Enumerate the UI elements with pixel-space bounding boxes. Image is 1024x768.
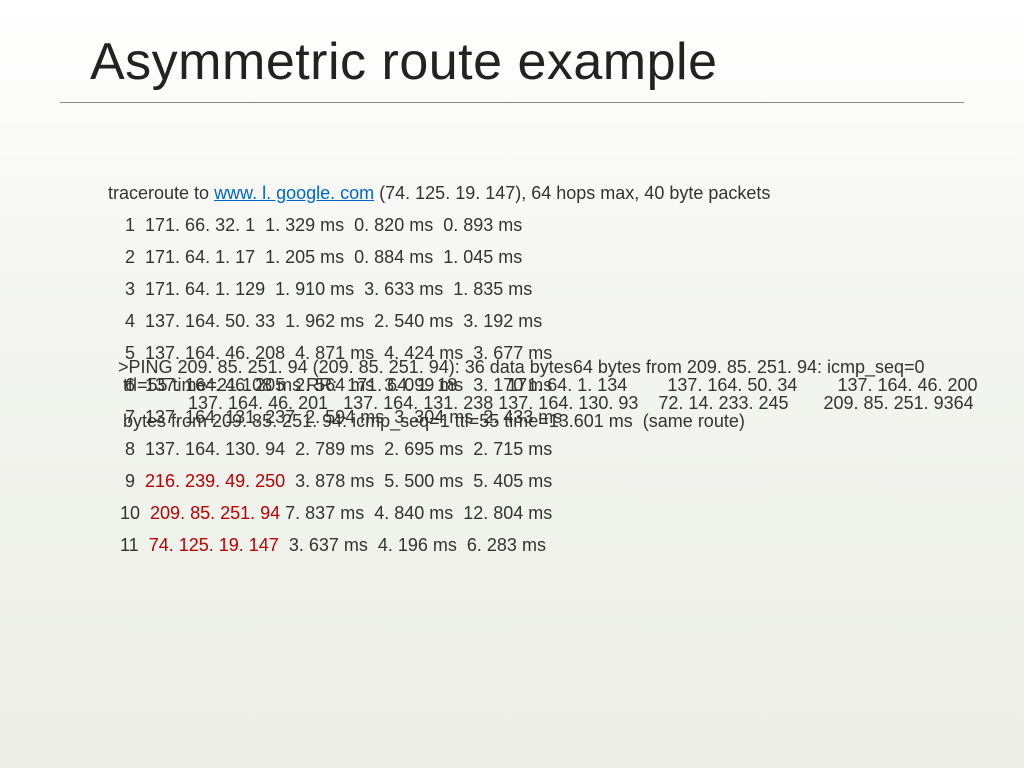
hop-index: 3 bbox=[120, 279, 135, 299]
hop-index: 4 bbox=[120, 311, 135, 331]
hop-ip-red: 74. 125. 19. 147 bbox=[139, 535, 279, 555]
hop-row: 4 137. 164. 50. 33 1. 962 ms 2. 540 ms 3… bbox=[120, 312, 964, 330]
intro-suffix: (74. 125. 19. 147), 64 hops max, 40 byte… bbox=[374, 183, 770, 203]
slide: Asymmetric route example traceroute to w… bbox=[0, 0, 1024, 768]
intro-link[interactable]: www. l. google. com bbox=[214, 183, 374, 203]
ping-overlay: >PING 209. 85. 251. 94 (209. 85. 251. 94… bbox=[118, 358, 944, 430]
hop-index: 2 bbox=[120, 247, 135, 267]
hop-rest: 3. 637 ms 4. 196 ms 6. 283 ms bbox=[279, 535, 546, 555]
hop-rest: 3. 878 ms 5. 500 ms 5. 405 ms bbox=[285, 471, 552, 491]
overlay-line: >PING 209. 85. 251. 94 (209. 85. 251. 94… bbox=[118, 358, 944, 376]
hop-index: 11 bbox=[120, 535, 139, 555]
hop-index: 10 bbox=[120, 503, 140, 523]
hop-text: 137. 164. 50. 33 1. 962 ms 2. 540 ms 3. … bbox=[135, 311, 542, 331]
slide-title: Asymmetric route example bbox=[0, 0, 1024, 98]
overlay-line: ttl=55 time=21.108 ms RR: 171. 64. 1. 18… bbox=[118, 376, 944, 394]
overlay-line: bytes from 209. 85. 251. 94: icmp_seq=1 … bbox=[118, 412, 944, 430]
hop-row: 9 216. 239. 49. 250 3. 878 ms 5. 500 ms … bbox=[120, 472, 964, 490]
hop-row: 10 209. 85. 251. 94 7. 837 ms 4. 840 ms … bbox=[120, 504, 964, 522]
hop-index: 9 bbox=[120, 471, 135, 491]
title-divider bbox=[60, 102, 964, 103]
hop-text: 137. 164. 130. 94 2. 789 ms 2. 695 ms 2.… bbox=[135, 439, 552, 459]
hop-row: 11 74. 125. 19. 147 3. 637 ms 4. 196 ms … bbox=[120, 536, 964, 554]
overlay-line: 137. 164. 46. 201 137. 164. 131. 238 137… bbox=[118, 394, 944, 412]
hop-text: 171. 66. 32. 1 1. 329 ms 0. 820 ms 0. 89… bbox=[135, 215, 522, 235]
hop-index: 8 bbox=[120, 439, 135, 459]
intro-prefix: traceroute to bbox=[108, 183, 214, 203]
hop-row: 8 137. 164. 130. 94 2. 789 ms 2. 695 ms … bbox=[120, 440, 964, 458]
hop-ip-red: 216. 239. 49. 250 bbox=[135, 471, 285, 491]
hop-text: 171. 64. 1. 17 1. 205 ms 0. 884 ms 1. 04… bbox=[135, 247, 522, 267]
hop-rest: 7. 837 ms 4. 840 ms 12. 804 ms bbox=[280, 503, 552, 523]
hop-text: 171. 64. 1. 129 1. 910 ms 3. 633 ms 1. 8… bbox=[135, 279, 532, 299]
traceroute-intro: traceroute to www. l. google. com (74. 1… bbox=[108, 184, 964, 202]
hop-index: 1 bbox=[120, 215, 135, 235]
hop-row: 3 171. 64. 1. 129 1. 910 ms 3. 633 ms 1.… bbox=[120, 280, 964, 298]
hop-row: 2 171. 64. 1. 17 1. 205 ms 0. 884 ms 1. … bbox=[120, 248, 964, 266]
hop-row: 1 171. 66. 32. 1 1. 329 ms 0. 820 ms 0. … bbox=[120, 216, 964, 234]
hop-ip-red: 209. 85. 251. 94 bbox=[140, 503, 280, 523]
